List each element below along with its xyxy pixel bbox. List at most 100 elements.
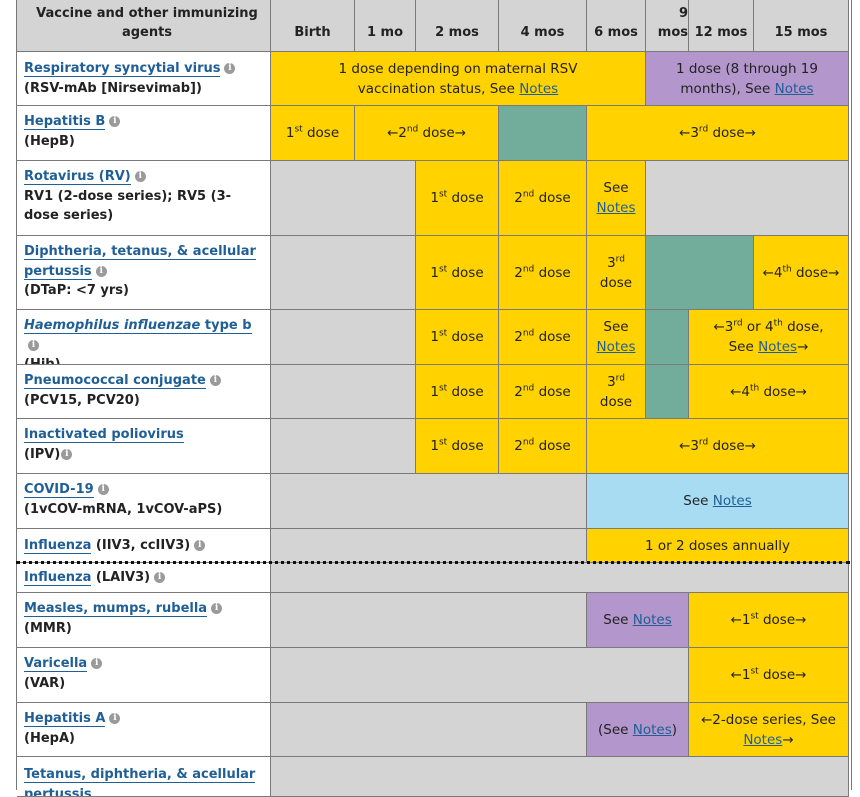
dose-text: 1 or 2 doses annually <box>644 537 791 554</box>
dose-text: 1st dose <box>430 383 484 400</box>
pcv-catchup-cell <box>646 365 689 419</box>
hepb-dose-3: ←3rd dose→ <box>587 106 849 161</box>
see-notes: (See Notes) <box>597 721 678 738</box>
dose-text: ←3rd or 4th dose, See Notes→ <box>713 318 824 355</box>
info-icon[interactable]: i <box>28 339 39 351</box>
dose-text: ←3rd dose→ <box>679 437 756 454</box>
vaccine-subtitle: (IPV) <box>24 446 61 462</box>
dose-text: 1st dose <box>430 328 484 345</box>
info-icon[interactable]: i <box>109 116 121 127</box>
dose-text: ←4th dose→ <box>730 383 807 400</box>
rv-see-notes: See Notes <box>587 161 646 236</box>
dtap-catchup-cell <box>646 236 754 310</box>
dose-text: 1st dose <box>285 124 340 141</box>
var-not-recommended <box>271 648 689 703</box>
rsv-dose-cell-2: 1 dose (8 through 19 months), See Notes <box>646 52 849 106</box>
dose-text: ←4th dose→ <box>762 264 840 281</box>
info-icon[interactable]: i <box>61 448 73 460</box>
dose-text: 3rd dose <box>599 373 633 410</box>
info-icon[interactable]: i <box>211 603 223 614</box>
header-age-label: 12 mos <box>694 25 748 40</box>
info-icon[interactable]: i <box>109 713 121 724</box>
header-age-label: 15 mos <box>774 25 828 40</box>
notes-link[interactable]: Notes <box>743 731 783 748</box>
notes-link[interactable]: Notes <box>596 339 636 355</box>
mmr-dose-1: ←1st dose→ <box>689 593 849 648</box>
vaccine-subtitle: (VAR) <box>24 675 66 691</box>
vaccine-subtitle: (MMR) <box>24 620 72 636</box>
hib-catchup-cell <box>646 310 689 365</box>
vaccine-covid: COVID-19 i (1vCOV-mRNA, 1vCOV-aPS) <box>17 474 271 529</box>
pcv-dose-2: 2nd dose <box>499 365 587 419</box>
vaccine-subtitle: (HepA) <box>24 730 75 746</box>
ipv-dose-2: 2nd dose <box>499 419 587 474</box>
dose-text: ←2nd dose→ <box>386 124 467 141</box>
notes-link[interactable]: Notes <box>519 80 559 97</box>
rv-not-recommended-2 <box>646 161 849 236</box>
tdap-not-recommended <box>271 757 849 797</box>
rv-not-recommended <box>271 161 416 236</box>
ipv-link[interactable]: Inactivated poliovirus <box>24 427 184 443</box>
notes-link[interactable]: Notes <box>758 339 798 355</box>
info-icon[interactable]: i <box>194 539 206 551</box>
rsv-link[interactable]: Respiratory syncytial virus <box>24 61 221 77</box>
vaccine-dtap: Diphtheria, tetanus, & acellular pertuss… <box>17 236 271 310</box>
header-12mos: 12 mos <box>689 0 754 52</box>
hepb-link[interactable]: Hepatitis B <box>24 114 106 130</box>
vaccine-varicella: Varicella i (VAR) <box>17 648 271 703</box>
info-icon[interactable]: i <box>91 658 103 669</box>
hepa-link[interactable]: Hepatitis A <box>24 711 106 727</box>
influenza-link[interactable]: Influenza <box>24 537 92 554</box>
info-icon[interactable]: i <box>209 375 221 386</box>
info-icon[interactable]: i <box>97 484 109 495</box>
hepa-not-recommended <box>271 703 587 757</box>
notes-link[interactable]: Notes <box>712 493 752 509</box>
varicella-link[interactable]: Varicella <box>24 656 88 672</box>
see-notes: See Notes <box>683 493 752 509</box>
info-icon[interactable]: i <box>95 265 107 277</box>
dose-text: ←1st dose→ <box>730 666 807 683</box>
see-notes: See Notes <box>596 180 636 216</box>
notes-link[interactable]: Notes <box>632 612 672 628</box>
mmr-see-notes: See Notes <box>587 593 689 648</box>
vaccine-subtitle: (Hib) <box>24 357 61 365</box>
hib-link[interactable]: Haemophilus influenzae type b <box>24 318 252 334</box>
covid-link[interactable]: COVID-19 <box>24 482 94 498</box>
notes-link[interactable]: Notes <box>774 80 814 97</box>
tdap-link[interactable]: Tetanus, diphtheria, & acellular pertuss… <box>24 767 256 796</box>
influenza-link[interactable]: Influenza <box>24 569 92 586</box>
header-age-label: 9 <box>678 6 688 21</box>
header-age-label: 1 mo <box>366 25 404 40</box>
flu-iiv-dose: 1 or 2 doses annually <box>587 529 849 563</box>
vaccine-influenza-iiv: Influenza (IIV3, ccIIV3) i <box>17 529 271 563</box>
pcv-link[interactable]: Pneumococcal conjugate <box>24 373 206 389</box>
dtap-dose-2: 2nd dose <box>499 236 587 310</box>
info-icon[interactable]: i <box>224 63 236 74</box>
see-notes: See Notes <box>596 319 636 355</box>
hib-dose-1: 1st dose <box>416 310 499 365</box>
notes-link[interactable]: Notes <box>596 200 636 216</box>
hepa-see-notes: (See Notes) <box>587 703 689 757</box>
notes-link[interactable]: Notes <box>632 721 672 738</box>
see-notes: See Notes <box>603 612 672 628</box>
vaccine-mmr: Measles, mumps, rubella i (MMR) <box>17 593 271 648</box>
dtap-link[interactable]: Diphtheria, tetanus, & acellular pertuss… <box>24 244 256 280</box>
dtap-not-recommended <box>271 236 416 310</box>
immunization-schedule-table: Vaccine and other immunizing agents Birt… <box>16 0 852 797</box>
vaccine-subtitle: RV1 (2-dose series); RV5 (3-dose series) <box>24 188 232 224</box>
hepa-dose-series: ←2-dose series, See Notes→ <box>689 703 849 757</box>
info-icon[interactable]: i <box>154 571 166 583</box>
rv-dose-2: 2nd dose <box>499 161 587 236</box>
mmr-link[interactable]: Measles, mumps, rubella <box>24 601 208 617</box>
dose-text: ←1st dose→ <box>730 611 807 628</box>
vaccine-pcv: Pneumococcal conjugate i (PCV15, PCV20) <box>17 365 271 419</box>
pcv-not-recommended <box>271 365 416 419</box>
dose-text: 3rd dose <box>599 254 633 291</box>
header-6mos: 6 mos <box>587 0 646 52</box>
vaccine-rotavirus: Rotavirus (RV) i RV1 (2-dose series); RV5 … <box>17 161 271 236</box>
vaccine-ipv: Inactivated poliovirus (IPV) i <box>17 419 271 474</box>
info-icon[interactable]: i <box>134 171 146 182</box>
rotavirus-link[interactable]: Rotavirus (RV) <box>24 169 131 185</box>
vaccine-hib: Haemophilus influenzae type b i (Hib) <box>17 310 271 365</box>
